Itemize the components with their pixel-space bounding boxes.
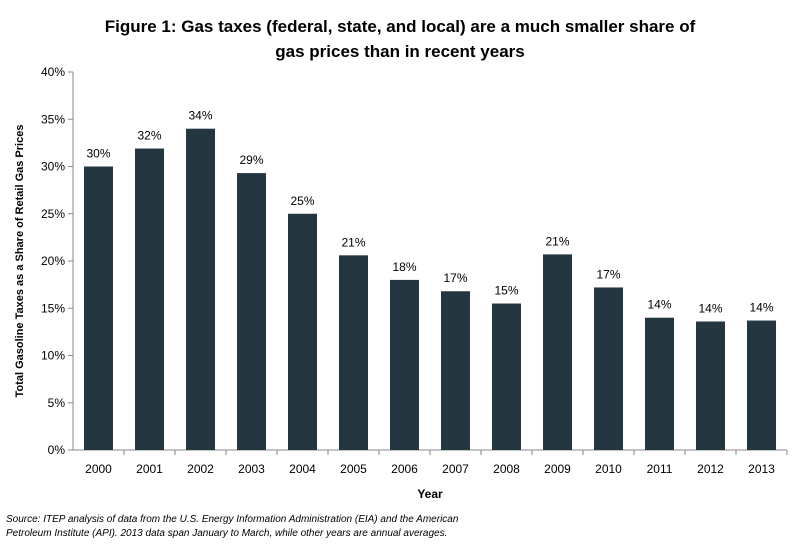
x-tick-label: 2008 (493, 462, 520, 476)
x-tick-label: 2005 (340, 462, 367, 476)
data-label: 18% (392, 260, 416, 274)
bar (696, 321, 725, 450)
source-note-line-1: Source: ITEP analysis of data from the U… (6, 514, 459, 525)
x-axis-title: Year (417, 487, 443, 501)
data-label: 34% (188, 109, 212, 123)
data-label: 21% (545, 234, 569, 248)
x-tick-label: 2006 (391, 462, 418, 476)
bar (135, 148, 164, 451)
x-tick-label: 2002 (187, 462, 214, 476)
bar (594, 287, 623, 450)
chart-title: Figure 1: Gas taxes (federal, state, and… (0, 14, 800, 64)
y-tick-label: 40% (41, 65, 65, 79)
data-label: 17% (596, 267, 620, 281)
x-tick-label: 2003 (238, 462, 265, 476)
y-tick-label: 35% (41, 112, 65, 126)
x-tick-label: 2013 (748, 462, 775, 476)
chart-title-line-1: Figure 1: Gas taxes (federal, state, and… (104, 17, 696, 36)
data-label: 32% (137, 129, 161, 143)
bar (747, 320, 776, 450)
chart-title-line-2: gas prices than in recent years (275, 42, 525, 61)
bar (390, 279, 419, 450)
x-tick-label: 2012 (697, 462, 724, 476)
data-label: 15% (494, 284, 518, 298)
data-label: 25% (290, 194, 314, 208)
bar (186, 128, 215, 450)
bar (492, 303, 521, 450)
x-tick-label: 2001 (136, 462, 163, 476)
x-tick-label: 2009 (544, 462, 571, 476)
y-tick-label: 25% (41, 207, 65, 221)
data-label: 17% (443, 271, 467, 285)
y-tick-label: 15% (41, 301, 65, 315)
bar (288, 213, 317, 450)
y-tick-label: 0% (48, 443, 66, 457)
x-tick-label: 2011 (647, 462, 673, 476)
bar (543, 254, 572, 450)
x-tick-label: 2007 (442, 462, 469, 476)
data-label: 30% (86, 147, 110, 161)
bar (237, 173, 266, 451)
y-tick-label: 30% (41, 160, 65, 174)
source-note: Source: ITEP analysis of data from the U… (6, 513, 458, 541)
data-label: 14% (647, 298, 671, 312)
bar (441, 291, 470, 450)
data-label: 14% (698, 301, 722, 315)
source-note-line-2: Petroleum Institute (API). 2013 data spa… (6, 528, 448, 539)
y-axis-title: Total Gasoline Taxes as a Share of Retai… (14, 125, 26, 398)
y-tick-label: 20% (41, 254, 65, 268)
data-label: 29% (239, 153, 263, 167)
data-label: 21% (341, 235, 365, 249)
x-tick-label: 2004 (289, 462, 316, 476)
bar (84, 166, 113, 450)
bar (645, 317, 674, 450)
x-tick-label: 2010 (595, 462, 622, 476)
y-tick-label: 5% (48, 396, 66, 410)
data-label: 14% (749, 301, 773, 315)
y-tick-label: 10% (41, 349, 65, 363)
x-tick-label: 2000 (85, 462, 112, 476)
bar (339, 255, 368, 450)
